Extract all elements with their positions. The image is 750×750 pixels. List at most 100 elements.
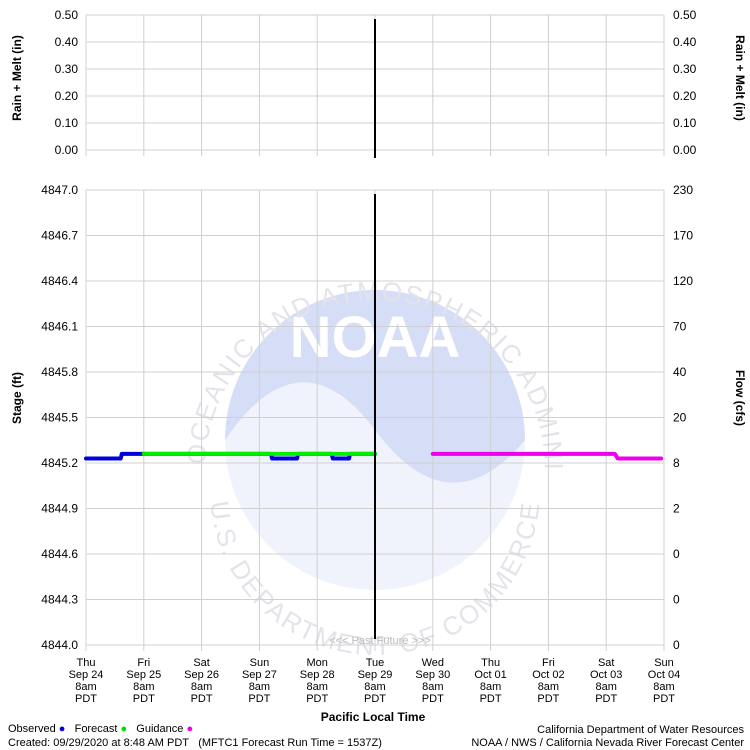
x-tick-label-line: PDT (191, 693, 213, 705)
x-tick-label: Tue Sep 29 8am PDT (358, 657, 393, 705)
x-tick-label-line: 8am (653, 681, 674, 693)
rain-ytick-right: 0.40 (673, 35, 697, 49)
x-tick-label-line: PDT (422, 693, 444, 705)
center-line: NOAA / NWS / California Nevada River For… (471, 737, 744, 749)
stage-ytick: 4844.9 (41, 502, 78, 516)
x-tick-label-line: 8am (75, 681, 96, 693)
x-tick-label: Sat Sep 26 8am PDT (184, 657, 219, 705)
stage-flow-panel: 4847.0 4846.7 4846.4 4846.1 4845.8 4845.5 4845… (10, 183, 747, 724)
flow-ytick: 40 (673, 365, 687, 379)
x-tick-label-line: Fri (542, 657, 555, 669)
x-tick-label-line: Sun (250, 657, 270, 669)
stage-left-ticks: 4847.0 4846.7 4846.4 4846.1 4845.8 4845.5 4845… (41, 183, 78, 652)
noaa-watermark: NOAA NATIONAL OCEANIC AND ATMOSPHERIC AD… (0, 0, 567, 661)
legend-forecast-dot: ● (120, 723, 128, 735)
x-tick-label-line: PDT (133, 693, 155, 705)
rain-melt-panel: 0.50 0.40 0.30 0.20 0.10 0.00 0.50 0.40 0.30 0.2… (10, 8, 747, 157)
rain-ytick-left: 0.20 (55, 89, 79, 103)
rain-ytick-left: 0.50 (55, 8, 79, 22)
x-tick-label: Wed Sep 30 8am PDT (415, 657, 450, 705)
x-tick-label-line: 8am (306, 681, 327, 693)
x-tick-label-line: Oct 03 (590, 669, 622, 681)
x-tick-label-line: 8am (595, 681, 616, 693)
flow-ytick: 170 (673, 229, 693, 243)
x-tick-label-line: PDT (306, 693, 328, 705)
center-name: NOAA / NWS / California Nevada River For… (471, 737, 744, 749)
x-tick-label-line: PDT (248, 693, 270, 705)
x-tick-label-line: 8am (133, 681, 154, 693)
stage-ytick: 4844.0 (41, 638, 78, 652)
x-tick-label-line: Sep 24 (69, 669, 104, 681)
stage-ytick: 4844.3 (41, 593, 78, 607)
x-tick-label: Mon Sep 28 8am PDT (300, 657, 335, 705)
x-tick-label-line: Oct 04 (648, 669, 680, 681)
x-tick-label-line: 8am (538, 681, 559, 693)
flow-ytick: 20 (673, 411, 687, 425)
x-tick-label-line: Sep 28 (300, 669, 335, 681)
flow-ytick: 120 (673, 274, 693, 288)
rain-ylabel-right: Rain + Melt (in) (733, 35, 747, 121)
x-tick-label-line: PDT (480, 693, 502, 705)
x-tick-label: Thu Sep 24 8am PDT (69, 657, 104, 705)
x-tick-label: Sat Oct 03 8am PDT (590, 657, 622, 705)
rain-left-ticks: 0.50 0.40 0.30 0.20 0.10 0.00 (55, 8, 79, 157)
legend-observed-dot: ● (58, 723, 66, 735)
flow-ytick: 2 (673, 502, 680, 516)
stage-ytick: 4846.4 (41, 274, 78, 288)
created-timestamp: Created: 09/29/2020 at 8:48 AM PDT (8, 737, 190, 749)
x-tick-label-line: Sep 29 (358, 669, 393, 681)
rain-ytick-right: 0.00 (673, 143, 697, 157)
x-tick-label-line: Mon (306, 657, 327, 669)
legend-guidance-dot: ● (186, 723, 194, 735)
legend-observed-label: Observed (8, 723, 56, 735)
stage-ytick: 4844.6 (41, 547, 78, 561)
rain-ytick-right: 0.30 (673, 62, 697, 76)
x-tick-label-line: Tue (366, 657, 385, 669)
x-tick-label-line: PDT (653, 693, 675, 705)
stage-ytick: 4845.8 (41, 365, 78, 379)
legend-forecast-label: Forecast (74, 723, 118, 735)
x-tick-label-line: PDT (537, 693, 559, 705)
rain-ytick-left: 0.30 (55, 62, 79, 76)
x-tick-label-line: 8am (480, 681, 501, 693)
rain-ytick-right: 0.50 (673, 8, 697, 22)
x-tick-label: Fri Sep 25 8am PDT (126, 657, 161, 705)
x-tick-label-line: Sun (654, 657, 674, 669)
rain-ytick-right: 0.10 (673, 116, 697, 130)
x-tick-label-line: PDT (364, 693, 386, 705)
series-line-forecast (430, 451, 664, 461)
x-tick-label-line: Thu (481, 657, 500, 669)
created-line: Created: 09/29/2020 at 8:48 AM PDT (MFTC… (8, 737, 382, 749)
x-tick-label-line: Sep 25 (126, 669, 161, 681)
x-tick-label: Sun Oct 04 8am PDT (648, 657, 680, 705)
x-tick-label-line: PDT (595, 693, 617, 705)
x-tick-label: Thu Oct 01 8am PDT (474, 657, 506, 705)
rain-ytick-right: 0.20 (673, 89, 697, 103)
x-tick-label-line: Wed (422, 657, 444, 669)
stage-ytick: 4847.0 (41, 183, 78, 197)
rain-ytick-left: 0.40 (55, 35, 79, 49)
flow-ytick: 0 (673, 547, 680, 561)
x-tick-label-line: Oct 02 (532, 669, 564, 681)
x-tick-label-line: 8am (364, 681, 385, 693)
x-tick-label-line: Sat (598, 657, 615, 669)
past-future-label: <<< Past Future >>> (329, 635, 431, 647)
flow-ytick: 8 (673, 456, 680, 470)
legend: Observed ● Forecast ● Guidance ● (8, 723, 193, 735)
agency-line: California Department of Water Resources (537, 724, 744, 736)
series-layer (84, 451, 664, 461)
rain-ytick-left: 0.10 (55, 116, 79, 130)
x-tick-label-line: Thu (77, 657, 96, 669)
stage-ytick: 4845.5 (41, 411, 78, 425)
flow-ylabel: Flow (cfs) (733, 370, 747, 426)
x-tick-label-line: Sat (193, 657, 210, 669)
x-tick-label-line: Sep 26 (184, 669, 219, 681)
rain-ylabel-left: Rain + Melt (in) (10, 35, 24, 121)
stage-ylabel: Stage (ft) (10, 372, 24, 424)
agency-name: California Department of Water Resources (537, 724, 744, 736)
x-axis-label: Pacific Local Time (321, 710, 426, 724)
x-tick-label-line: PDT (75, 693, 97, 705)
forecast-run-time: (MFTC1 Forecast Run Time = 1537Z) (198, 737, 382, 749)
